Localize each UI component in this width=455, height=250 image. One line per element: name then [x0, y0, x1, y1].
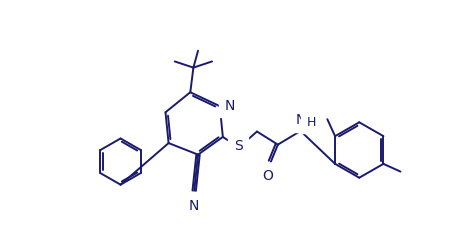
Text: N: N	[188, 198, 199, 212]
Text: H: H	[306, 115, 315, 128]
Text: N: N	[224, 98, 234, 112]
Text: O: O	[262, 169, 273, 183]
Text: N: N	[294, 113, 305, 127]
Text: S: S	[233, 138, 242, 152]
